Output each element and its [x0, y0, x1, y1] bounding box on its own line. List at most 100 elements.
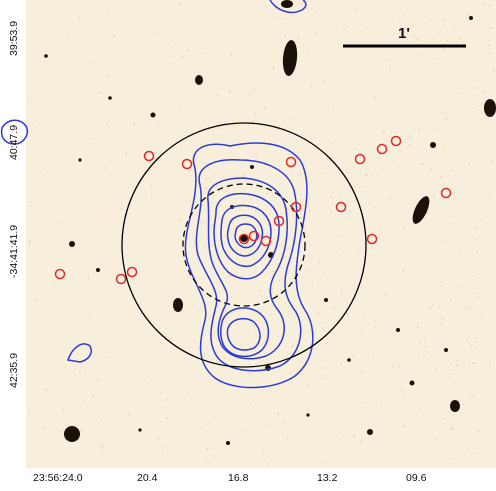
noise-speck — [317, 312, 320, 315]
noise-speck — [214, 455, 217, 458]
noise-speck — [468, 163, 471, 165]
noise-speck — [106, 122, 109, 125]
noise-speck — [256, 6, 259, 9]
noise-speck — [247, 430, 248, 432]
noise-speck — [366, 112, 368, 114]
noise-speck — [374, 13, 376, 15]
noise-speck — [367, 167, 369, 169]
noise-speck — [358, 327, 360, 329]
noise-speck — [429, 171, 431, 172]
noise-speck — [62, 409, 65, 412]
noise-speck — [402, 291, 404, 293]
noise-speck — [432, 195, 435, 198]
noise-speck — [48, 363, 51, 366]
noise-speck — [206, 448, 209, 451]
noise-speck — [78, 245, 80, 247]
noise-speck — [413, 374, 415, 376]
noise-speck — [209, 421, 211, 423]
noise-speck — [475, 47, 477, 50]
noise-speck — [470, 343, 473, 347]
noise-speck — [443, 47, 446, 50]
noise-speck — [308, 270, 310, 273]
noise-speck — [378, 135, 380, 137]
source-top-right — [469, 16, 473, 20]
noise-speck — [267, 156, 269, 159]
noise-speck — [462, 269, 464, 271]
noise-speck — [230, 54, 233, 57]
noise-speck — [113, 268, 116, 270]
noise-speck — [401, 269, 405, 272]
noise-speck — [466, 339, 469, 342]
noise-speck — [127, 413, 130, 416]
noise-speck — [272, 270, 275, 273]
noise-speck — [292, 324, 295, 327]
noise-speck — [360, 401, 362, 403]
noise-speck — [269, 38, 271, 40]
noise-speck — [251, 377, 253, 379]
noise-speck — [439, 241, 442, 244]
noise-speck — [479, 313, 482, 316]
noise-speck — [191, 227, 193, 228]
noise-speck — [259, 317, 261, 319]
noise-speck — [99, 418, 102, 421]
noise-speck — [429, 196, 431, 198]
noise-speck — [242, 173, 245, 176]
noise-speck — [457, 26, 460, 29]
noise-speck — [28, 239, 31, 243]
source-left-2 — [150, 112, 156, 118]
noise-speck — [443, 151, 445, 153]
noise-speck — [187, 35, 190, 37]
noise-speck — [465, 74, 468, 76]
noise-speck — [321, 321, 324, 324]
noise-speck — [143, 406, 146, 409]
noise-speck — [125, 340, 127, 342]
noise-speck — [424, 345, 427, 348]
noise-speck — [320, 277, 323, 280]
noise-speck — [411, 24, 414, 27]
noise-speck — [456, 152, 458, 155]
noise-speck — [339, 265, 341, 267]
noise-speck — [259, 290, 261, 293]
contour-left-1 — [0, 119, 28, 145]
noise-speck — [283, 144, 285, 146]
noise-speck — [364, 174, 368, 177]
noise-speck — [351, 354, 354, 357]
source-right-2 — [430, 142, 436, 148]
noise-speck — [263, 106, 266, 109]
noise-speck — [351, 175, 353, 177]
noise-speck — [419, 10, 421, 11]
noise-speck — [48, 417, 51, 420]
noise-speck — [324, 172, 326, 174]
noise-speck — [205, 177, 208, 180]
noise-speck — [340, 182, 342, 184]
noise-speck — [69, 253, 72, 256]
noise-speck — [346, 166, 348, 168]
noise-speck — [223, 357, 226, 360]
noise-speck — [441, 284, 444, 287]
noise-speck — [478, 324, 480, 326]
x-tick-label: 13.2 — [317, 472, 338, 484]
noise-speck — [327, 107, 330, 109]
noise-speck — [321, 366, 324, 370]
source-bottom-2 — [367, 429, 373, 435]
noise-speck — [378, 227, 381, 230]
noise-speck — [167, 43, 170, 46]
noise-speck — [329, 210, 332, 213]
source-mid-5 — [347, 358, 351, 362]
noise-speck — [458, 226, 460, 228]
noise-speck — [419, 339, 421, 340]
noise-speck — [53, 32, 55, 34]
noise-speck — [164, 444, 167, 447]
noise-speck — [298, 173, 301, 176]
noise-speck — [358, 249, 360, 252]
noise-speck — [78, 17, 81, 20]
noise-speck — [224, 199, 226, 201]
noise-speck — [388, 324, 390, 327]
noise-speck — [420, 52, 423, 55]
noise-speck — [304, 227, 307, 229]
noise-speck — [318, 21, 320, 23]
x-tick-label: 20.4 — [137, 472, 158, 484]
noise-speck — [426, 366, 428, 367]
source-mid-1 — [250, 165, 254, 169]
marker — [238, 233, 250, 245]
